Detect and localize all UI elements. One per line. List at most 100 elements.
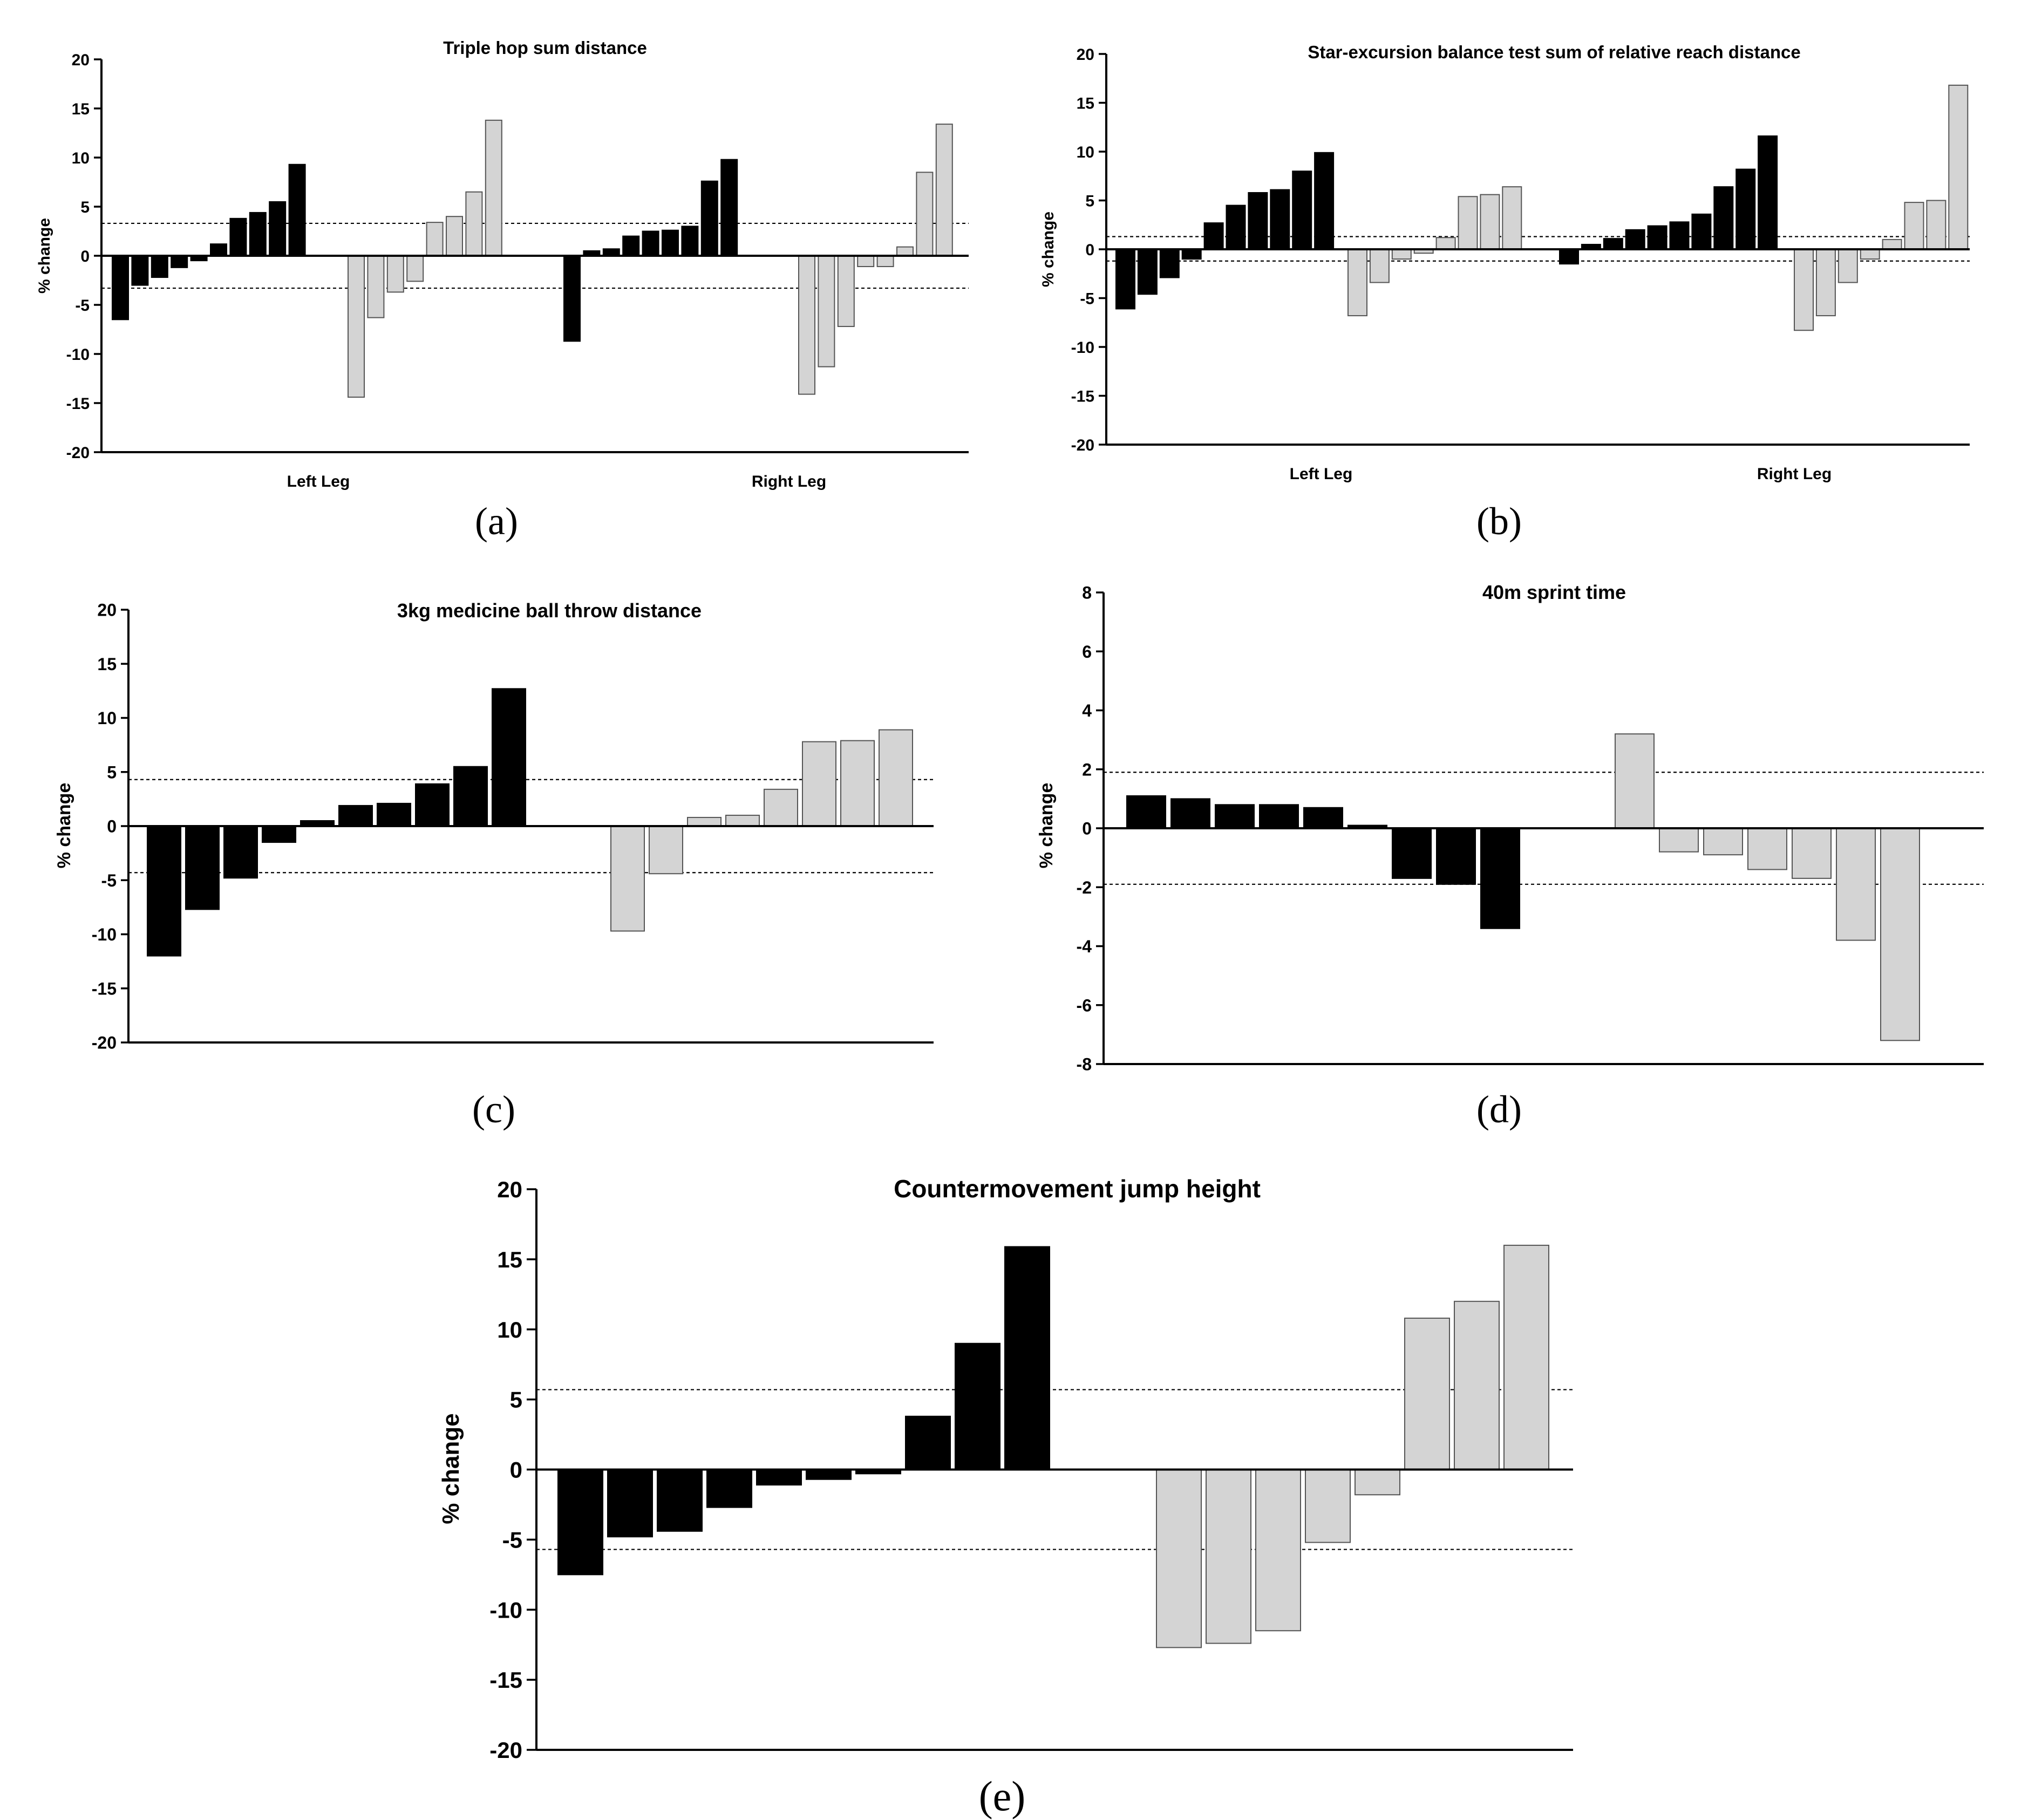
y-tick-label: -20 (92, 1033, 117, 1053)
bar (426, 222, 444, 256)
bar (1703, 828, 1743, 856)
bar (1659, 828, 1699, 853)
bar (1836, 828, 1876, 941)
panel-label: (a) (475, 500, 518, 543)
bar (935, 124, 953, 256)
bar (1603, 238, 1623, 250)
bar (1669, 221, 1690, 250)
y-tick-label: -20 (1071, 437, 1094, 454)
y-axis-label: % change (36, 218, 53, 294)
bar (1126, 795, 1166, 829)
bar (1137, 249, 1158, 295)
y-tick-label: -20 (489, 1737, 522, 1763)
bar (706, 1469, 752, 1508)
y-axis-label: % change (1039, 212, 1057, 287)
y-tick-label: -4 (1077, 937, 1092, 956)
group-label: Right Leg (1757, 465, 1832, 483)
bar (131, 255, 149, 286)
bar (1747, 828, 1787, 870)
y-tick-label: 6 (1082, 642, 1092, 662)
y-tick-label: -15 (92, 979, 117, 998)
bar (1948, 84, 1969, 250)
y-tick-label: 5 (510, 1387, 522, 1413)
bar (1625, 229, 1645, 250)
bar (492, 688, 526, 827)
bar (1559, 249, 1579, 265)
bar (1347, 249, 1367, 317)
y-tick-label: 0 (80, 248, 90, 265)
y-tick-label: -5 (75, 297, 90, 315)
y-tick-label: 15 (1077, 94, 1094, 112)
y-tick-label: 20 (1077, 46, 1094, 64)
bar (687, 816, 722, 827)
bar (1792, 828, 1832, 879)
y-tick-label: 10 (97, 708, 117, 728)
bar (1203, 222, 1224, 250)
bar (1502, 186, 1522, 250)
y-tick-label: 8 (1082, 583, 1092, 603)
bar (837, 255, 855, 328)
chart-title: 3kg medicine ball throw distance (397, 599, 702, 622)
bar (1758, 135, 1778, 250)
chart-title: Star-excursion balance test sum of relat… (1308, 42, 1800, 62)
bar (1691, 213, 1712, 250)
y-axis-label: % change (1036, 783, 1057, 869)
bar (557, 1469, 603, 1576)
y-tick-label: -6 (1077, 996, 1092, 1015)
y-tick-label: 0 (107, 817, 117, 836)
y-tick-label: 15 (497, 1247, 522, 1272)
bar (147, 826, 181, 957)
bar (879, 729, 913, 827)
bar (610, 826, 645, 932)
y-tick-label: 0 (1082, 819, 1092, 839)
bar (1458, 196, 1478, 250)
bar (657, 1469, 703, 1532)
bar (1305, 1469, 1351, 1543)
bar (1436, 828, 1476, 885)
bar (1314, 152, 1335, 250)
bar (857, 255, 875, 268)
bar (1713, 186, 1734, 250)
chart-panel-c: 20 15 10 5 0 -5 -10 -15 -20 3kg medicine ball thr… (54, 599, 934, 1131)
bar (1404, 1317, 1450, 1470)
y-tick-label: -5 (1080, 290, 1094, 308)
chart-panel-a: 20 15 10 5 0 -5 -10 -15 -20 Triple hop sum distan… (36, 38, 969, 543)
bar (415, 783, 450, 827)
y-tick-label: 15 (72, 100, 90, 118)
bar (1647, 225, 1668, 250)
y-tick-label: 20 (97, 601, 117, 620)
y-tick-label: 0 (510, 1457, 522, 1483)
bar (896, 246, 914, 256)
y-tick-label: -10 (66, 346, 90, 364)
y-tick-label: -20 (66, 444, 90, 462)
bar (764, 788, 798, 827)
bar (1270, 189, 1290, 250)
bar (607, 1469, 653, 1538)
bar (818, 255, 835, 367)
y-tick-label: 10 (1077, 144, 1094, 161)
bar (288, 163, 306, 256)
y-axis-label: % change (54, 783, 74, 869)
panel-label: (e) (979, 1773, 1026, 1819)
bar (725, 814, 760, 827)
y-tick-label: 5 (107, 762, 117, 782)
y-tick-label: 20 (497, 1177, 522, 1202)
y-tick-label: 0 (1085, 241, 1094, 259)
y-tick-label: -2 (1077, 878, 1092, 897)
bar (802, 741, 836, 827)
bar (210, 243, 227, 257)
bar (840, 740, 875, 827)
y-tick-label: 10 (497, 1317, 522, 1342)
bar (1170, 798, 1210, 829)
bar (1004, 1246, 1050, 1470)
bar (622, 235, 640, 257)
y-tick-label: 5 (80, 199, 90, 216)
group-label: Left Leg (287, 473, 350, 490)
bar (1259, 804, 1299, 829)
bar (1392, 828, 1432, 879)
bar (453, 766, 488, 827)
bar (1255, 1469, 1301, 1632)
bar (1904, 202, 1924, 250)
bar (223, 826, 258, 879)
bar (1860, 249, 1880, 260)
